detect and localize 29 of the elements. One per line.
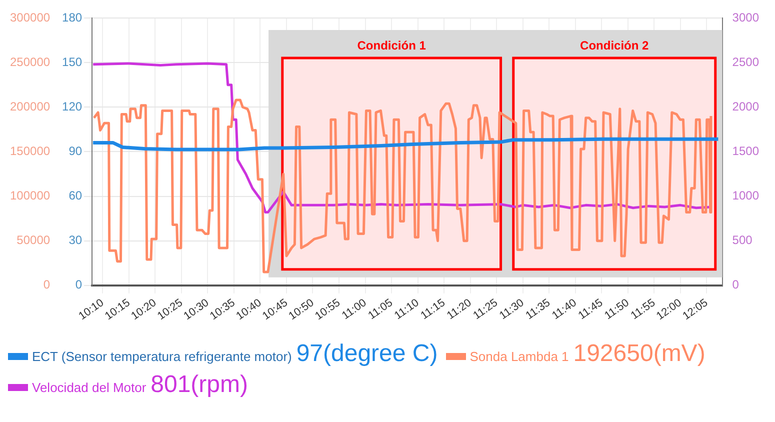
legend-label: Sonda Lambda 1 — [470, 349, 569, 364]
y-tick-label: 30 — [68, 233, 82, 248]
y3-tick-label: 1000 — [732, 188, 760, 203]
y3-tick-label: 500 — [732, 233, 753, 248]
y2-tick-label: 200000 — [10, 99, 50, 114]
y3-tick-label: 3000 — [732, 10, 760, 24]
y2-tick-label: 100000 — [10, 188, 50, 203]
y-tick-label: 180 — [62, 10, 82, 24]
y3-tick-label: 1500 — [732, 144, 760, 158]
y-tick-label: 60 — [68, 188, 82, 203]
y-tick-label: 150 — [62, 54, 82, 69]
y2-tick-label: 50000 — [16, 233, 50, 248]
y3-tick-label: 2000 — [732, 99, 760, 114]
y-tick-label: 120 — [62, 99, 82, 114]
y-tick-label: 90 — [68, 144, 82, 158]
y3-tick-label: 2500 — [732, 54, 760, 69]
band-label: Condición 2 — [580, 38, 650, 52]
text: 97(degree C) — [296, 340, 438, 367]
text: 801(rpm) — [150, 371, 248, 398]
y2-tick-label: 250000 — [10, 54, 50, 69]
y2-tick-label: 150000 — [10, 144, 50, 158]
y-tick-label: 0 — [75, 278, 82, 292]
band-label: Condición 1 — [357, 38, 426, 52]
y2-tick-label: 300000 — [10, 10, 50, 24]
legend-label: Velocidad del Motor — [32, 380, 146, 395]
y2-tick-label: 0 — [43, 278, 50, 292]
legend-label: ECT (Sensor temperatura refrigerante motor) — [32, 349, 292, 364]
text: 192650(mV) — [573, 340, 706, 367]
y3-tick-label: 0 — [732, 278, 740, 292]
